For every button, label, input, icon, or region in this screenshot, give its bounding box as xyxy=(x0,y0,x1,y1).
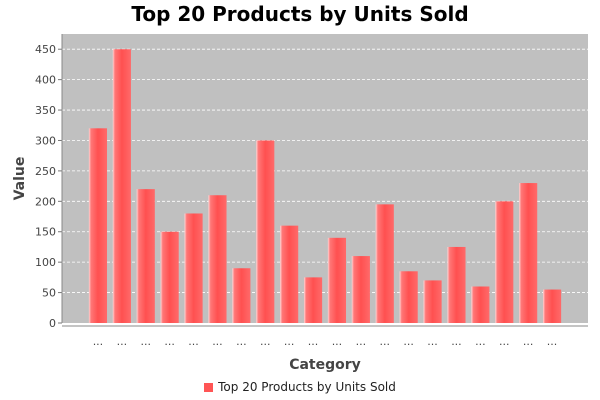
x-tick-label: ... xyxy=(164,335,175,348)
bar xyxy=(447,246,466,323)
x-tick-label: ... xyxy=(93,335,104,348)
legend-label: Top 20 Products by Units Sold xyxy=(218,380,396,394)
x-axis-ticks: ........................................… xyxy=(93,335,558,348)
y-tick-label: 100 xyxy=(35,256,56,269)
bar xyxy=(471,286,490,323)
x-tick-label: ... xyxy=(427,335,438,348)
bar xyxy=(423,280,442,323)
y-tick-label: 250 xyxy=(35,165,56,178)
x-tick-label: ... xyxy=(547,335,558,348)
x-tick-label: ... xyxy=(141,335,152,348)
bar xyxy=(184,213,203,323)
x-axis-label: Category xyxy=(289,357,361,373)
x-tick-label: ... xyxy=(523,335,534,348)
bar xyxy=(208,195,227,323)
bar xyxy=(495,201,514,323)
y-tick-label: 350 xyxy=(35,104,56,117)
x-tick-label: ... xyxy=(332,335,343,348)
bar xyxy=(160,231,179,323)
bar xyxy=(112,49,131,324)
bar xyxy=(280,225,299,323)
y-axis-ticks: 0 50 100 150 200 250 300 350 400 450 xyxy=(35,43,62,330)
x-tick-label: ... xyxy=(451,335,462,348)
bar xyxy=(303,277,323,323)
x-tick-label: ... xyxy=(284,335,295,348)
x-tick-label: ... xyxy=(403,335,414,348)
y-tick-label: 50 xyxy=(42,287,56,300)
bars xyxy=(88,49,562,324)
y-axis-label: Value xyxy=(12,157,28,201)
x-tick-label: ... xyxy=(356,335,367,348)
x-tick-label: ... xyxy=(236,335,247,348)
bar xyxy=(232,268,251,323)
chart-title: Top 20 Products by Units Sold xyxy=(131,2,469,26)
bar xyxy=(351,256,370,323)
bar xyxy=(256,140,275,323)
x-tick-label: ... xyxy=(260,335,271,348)
y-tick-label: 0 xyxy=(49,317,56,330)
y-tick-label: 200 xyxy=(35,195,56,208)
bar xyxy=(399,271,418,323)
bar xyxy=(136,189,155,323)
x-tick-label: ... xyxy=(308,335,319,348)
x-tick-label: ... xyxy=(499,335,510,348)
bar xyxy=(88,128,108,323)
y-tick-label: 400 xyxy=(35,74,56,87)
x-tick-label: ... xyxy=(475,335,486,348)
legend: Top 20 Products by Units Sold xyxy=(0,380,600,394)
x-tick-label: ... xyxy=(188,335,199,348)
bar xyxy=(542,289,562,323)
x-tick-label: ... xyxy=(117,335,128,348)
bar xyxy=(327,237,347,323)
x-tick-label: ... xyxy=(380,335,391,348)
bar xyxy=(519,183,538,323)
legend-swatch xyxy=(204,383,214,392)
y-tick-label: 450 xyxy=(35,43,56,56)
bar xyxy=(375,204,394,323)
x-tick-label: ... xyxy=(212,335,223,348)
y-tick-label: 150 xyxy=(35,226,56,239)
y-tick-label: 300 xyxy=(35,134,56,147)
